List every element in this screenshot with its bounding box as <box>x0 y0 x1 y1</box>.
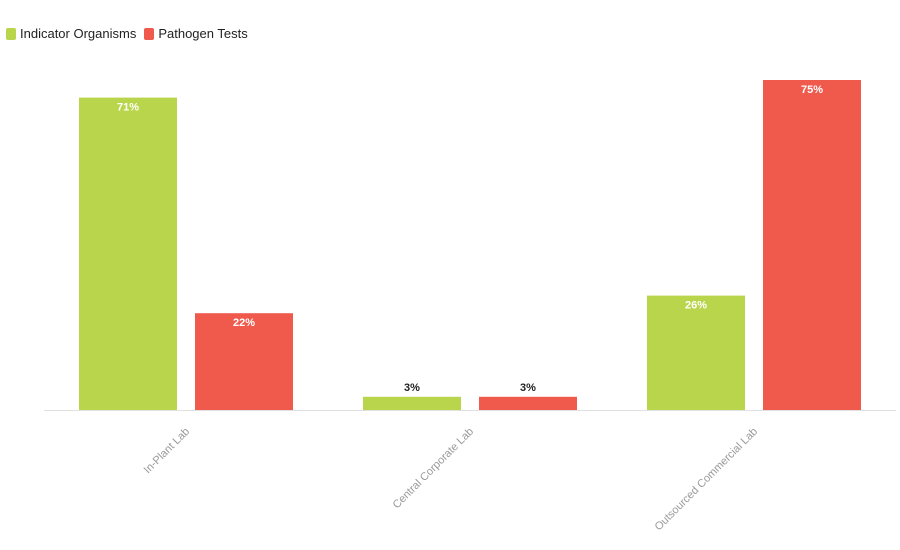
bar-indicator-organisms-1[interactable] <box>363 396 461 410</box>
data-label-pathogen-tests-0: 22% <box>233 317 255 329</box>
bar-indicator-organisms-2[interactable] <box>647 295 745 410</box>
legend-item-pathogen-tests[interactable]: Pathogen Tests <box>144 26 248 41</box>
data-label-indicator-organisms-1: 3% <box>404 382 420 394</box>
data-label-pathogen-tests-1: 3% <box>520 382 536 394</box>
legend-label-indicator-organisms: Indicator Organisms <box>20 26 137 41</box>
data-label-indicator-organisms-2: 26% <box>685 300 707 312</box>
bar-pathogen-tests-0[interactable] <box>195 313 293 410</box>
category-label-0: In-Plant Lab <box>142 426 192 476</box>
legend-swatch-pathogen-tests <box>144 27 155 40</box>
category-label-2: Outsourced Commercial Lab <box>653 426 760 533</box>
category-label-1: Central Corporate Lab <box>391 426 476 511</box>
legend-swatch-indicator-organisms <box>6 27 16 40</box>
data-label-pathogen-tests-2: 75% <box>801 84 823 96</box>
bar-pathogen-tests-1[interactable] <box>479 396 577 410</box>
bar-pathogen-tests-2[interactable] <box>763 80 861 410</box>
bar-indicator-organisms-0[interactable] <box>79 97 177 410</box>
legend-label-pathogen-tests: Pathogen Tests <box>158 26 248 41</box>
chart-legend: Indicator Organisms Pathogen Tests <box>6 26 256 41</box>
legend-item-indicator-organisms[interactable]: Indicator Organisms <box>6 26 136 41</box>
data-label-indicator-organisms-0: 71% <box>117 102 139 114</box>
